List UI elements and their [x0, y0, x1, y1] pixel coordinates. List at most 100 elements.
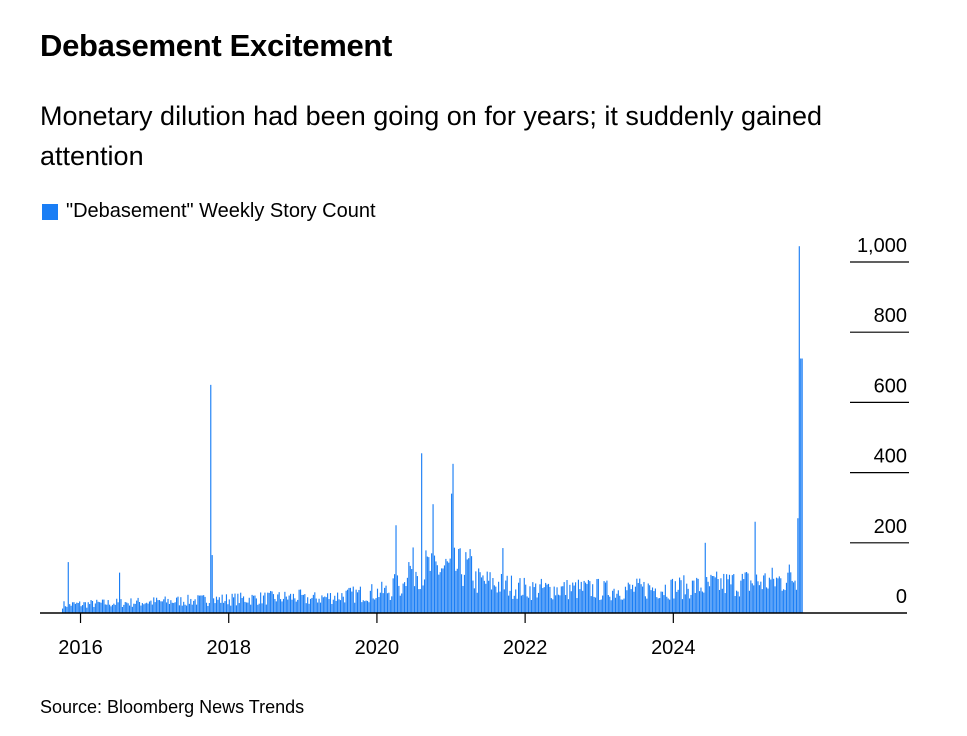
bar [433, 555, 436, 613]
bar [579, 589, 581, 613]
bar [244, 601, 246, 613]
bar [337, 592, 339, 613]
bar [696, 577, 698, 613]
bar [707, 581, 709, 613]
bar [154, 602, 156, 613]
bar [110, 606, 112, 613]
bar [656, 597, 658, 613]
bar [257, 604, 259, 613]
bar [302, 594, 304, 613]
bar [329, 593, 332, 613]
bar [626, 590, 628, 613]
bar [573, 585, 575, 613]
bar [526, 596, 528, 613]
y-axis: 0 200 400 600 800 1,000 [850, 235, 909, 608]
bar [167, 598, 169, 613]
y-tick-label: 0 [896, 586, 907, 608]
bar [724, 593, 726, 613]
bar [636, 578, 638, 613]
bar [539, 584, 541, 613]
bar [463, 574, 465, 613]
bar [384, 587, 386, 613]
bar [94, 603, 96, 613]
bar [485, 583, 487, 613]
bar [411, 569, 413, 613]
bar [345, 590, 347, 613]
bar [181, 605, 183, 613]
bar [582, 590, 584, 613]
bar [633, 591, 635, 613]
bar [562, 586, 564, 613]
bar [412, 547, 414, 613]
bar [520, 595, 522, 613]
bar [736, 590, 738, 613]
bar [157, 600, 159, 613]
bar [119, 572, 121, 613]
bar [170, 600, 172, 613]
bar [124, 602, 126, 613]
bar [503, 589, 505, 613]
bar [416, 576, 418, 613]
bar [328, 599, 330, 613]
bar [637, 582, 639, 613]
bar [406, 577, 408, 613]
bar [317, 602, 319, 613]
bar [111, 604, 114, 613]
bar [797, 518, 799, 613]
bar [543, 587, 545, 613]
bar [358, 589, 360, 613]
bar [726, 574, 728, 613]
bar [180, 597, 182, 613]
bar [413, 586, 416, 613]
bar [140, 605, 142, 613]
bar [99, 602, 101, 613]
bar [604, 582, 607, 613]
bar [765, 587, 768, 613]
bar [446, 561, 448, 613]
bar [130, 598, 132, 613]
bar [395, 525, 397, 613]
bar [750, 580, 752, 613]
bar [73, 602, 75, 613]
bar [569, 584, 571, 613]
bar [295, 601, 297, 613]
bar [120, 599, 122, 613]
bar [288, 595, 290, 613]
bar [96, 599, 98, 613]
bar [800, 358, 802, 613]
bar [133, 603, 135, 613]
bar [453, 547, 456, 613]
bar [623, 598, 625, 613]
bar [364, 601, 366, 613]
bar [489, 572, 491, 613]
bar [138, 602, 141, 613]
bar [436, 565, 438, 613]
bar [575, 582, 577, 613]
bar [718, 589, 721, 613]
bar [640, 584, 642, 613]
bar [321, 595, 323, 613]
bar [785, 582, 788, 613]
bar [126, 602, 128, 613]
bars-group [62, 246, 803, 613]
bar [509, 590, 511, 613]
bar [622, 599, 624, 613]
bar [649, 585, 651, 613]
bar [496, 592, 498, 613]
bar [787, 572, 789, 613]
bar [385, 585, 387, 613]
bar [606, 580, 608, 613]
bar [704, 542, 706, 613]
bar [93, 606, 95, 613]
bar [713, 576, 715, 613]
bar [560, 586, 562, 613]
bar [137, 597, 139, 613]
bar [771, 567, 773, 613]
bar [596, 579, 598, 613]
bar [746, 572, 748, 613]
legend-label: "Debasement" Weekly Story Count [66, 200, 376, 222]
bar [777, 578, 779, 613]
bar [238, 603, 240, 613]
bar [716, 571, 718, 613]
bar [74, 603, 76, 613]
